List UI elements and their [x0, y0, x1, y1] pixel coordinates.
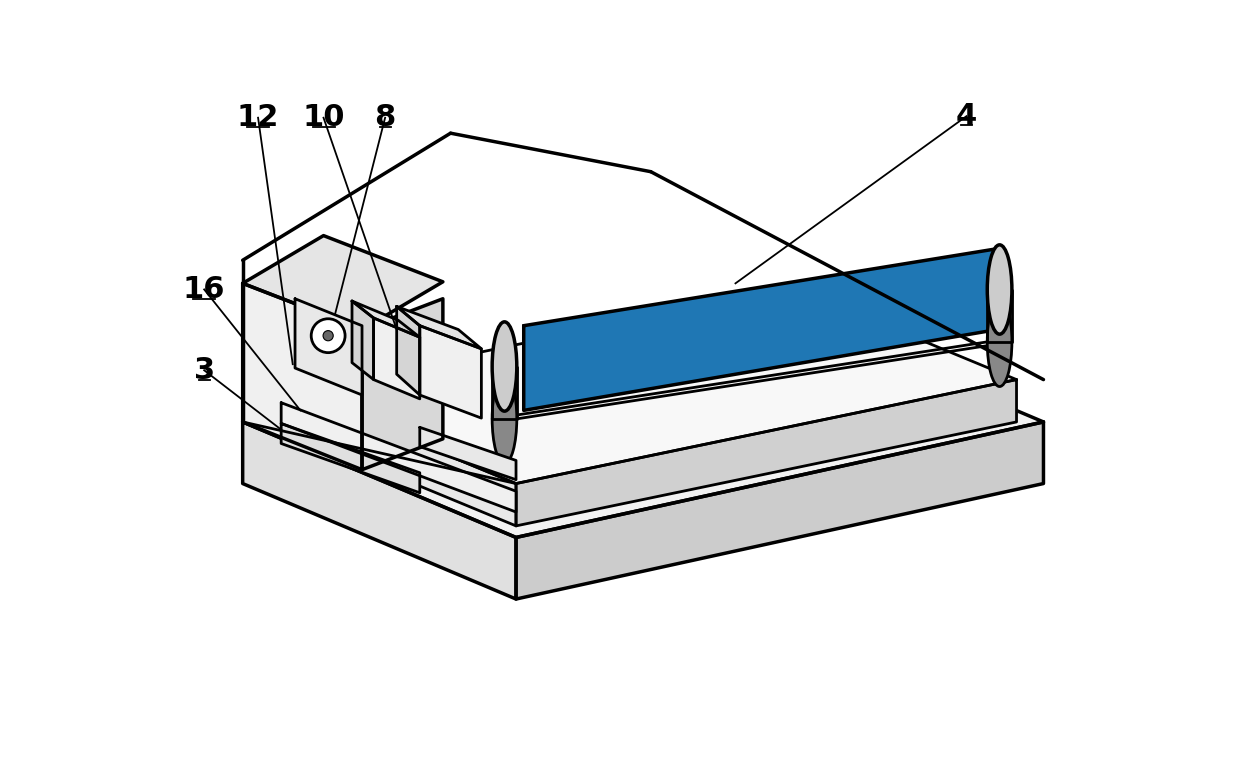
Ellipse shape	[311, 319, 346, 353]
Polygon shape	[515, 422, 1043, 599]
Polygon shape	[292, 391, 515, 526]
Polygon shape	[420, 326, 482, 418]
Polygon shape	[362, 299, 442, 469]
Ellipse shape	[492, 322, 517, 411]
Ellipse shape	[987, 245, 1012, 334]
Ellipse shape	[987, 298, 1012, 387]
Polygon shape	[292, 287, 1016, 484]
Polygon shape	[281, 423, 420, 493]
Ellipse shape	[323, 331, 333, 341]
Text: 8: 8	[374, 103, 395, 132]
Polygon shape	[515, 379, 1016, 526]
Polygon shape	[524, 249, 997, 410]
Polygon shape	[420, 428, 515, 480]
Polygon shape	[396, 307, 420, 395]
Text: 10: 10	[302, 103, 344, 132]
Polygon shape	[243, 283, 362, 469]
Text: 3: 3	[193, 356, 214, 385]
Text: 4: 4	[955, 101, 978, 131]
Polygon shape	[352, 301, 374, 379]
Polygon shape	[243, 307, 1043, 537]
Polygon shape	[987, 289, 1012, 342]
Text: 12: 12	[237, 103, 279, 132]
Polygon shape	[295, 299, 362, 395]
Polygon shape	[243, 422, 515, 599]
Text: 16: 16	[183, 275, 225, 304]
Polygon shape	[524, 249, 997, 410]
Polygon shape	[396, 307, 482, 349]
Polygon shape	[243, 235, 442, 329]
Polygon shape	[281, 403, 515, 512]
Polygon shape	[374, 318, 420, 399]
Ellipse shape	[492, 374, 517, 463]
Polygon shape	[492, 366, 517, 419]
Polygon shape	[352, 301, 420, 337]
